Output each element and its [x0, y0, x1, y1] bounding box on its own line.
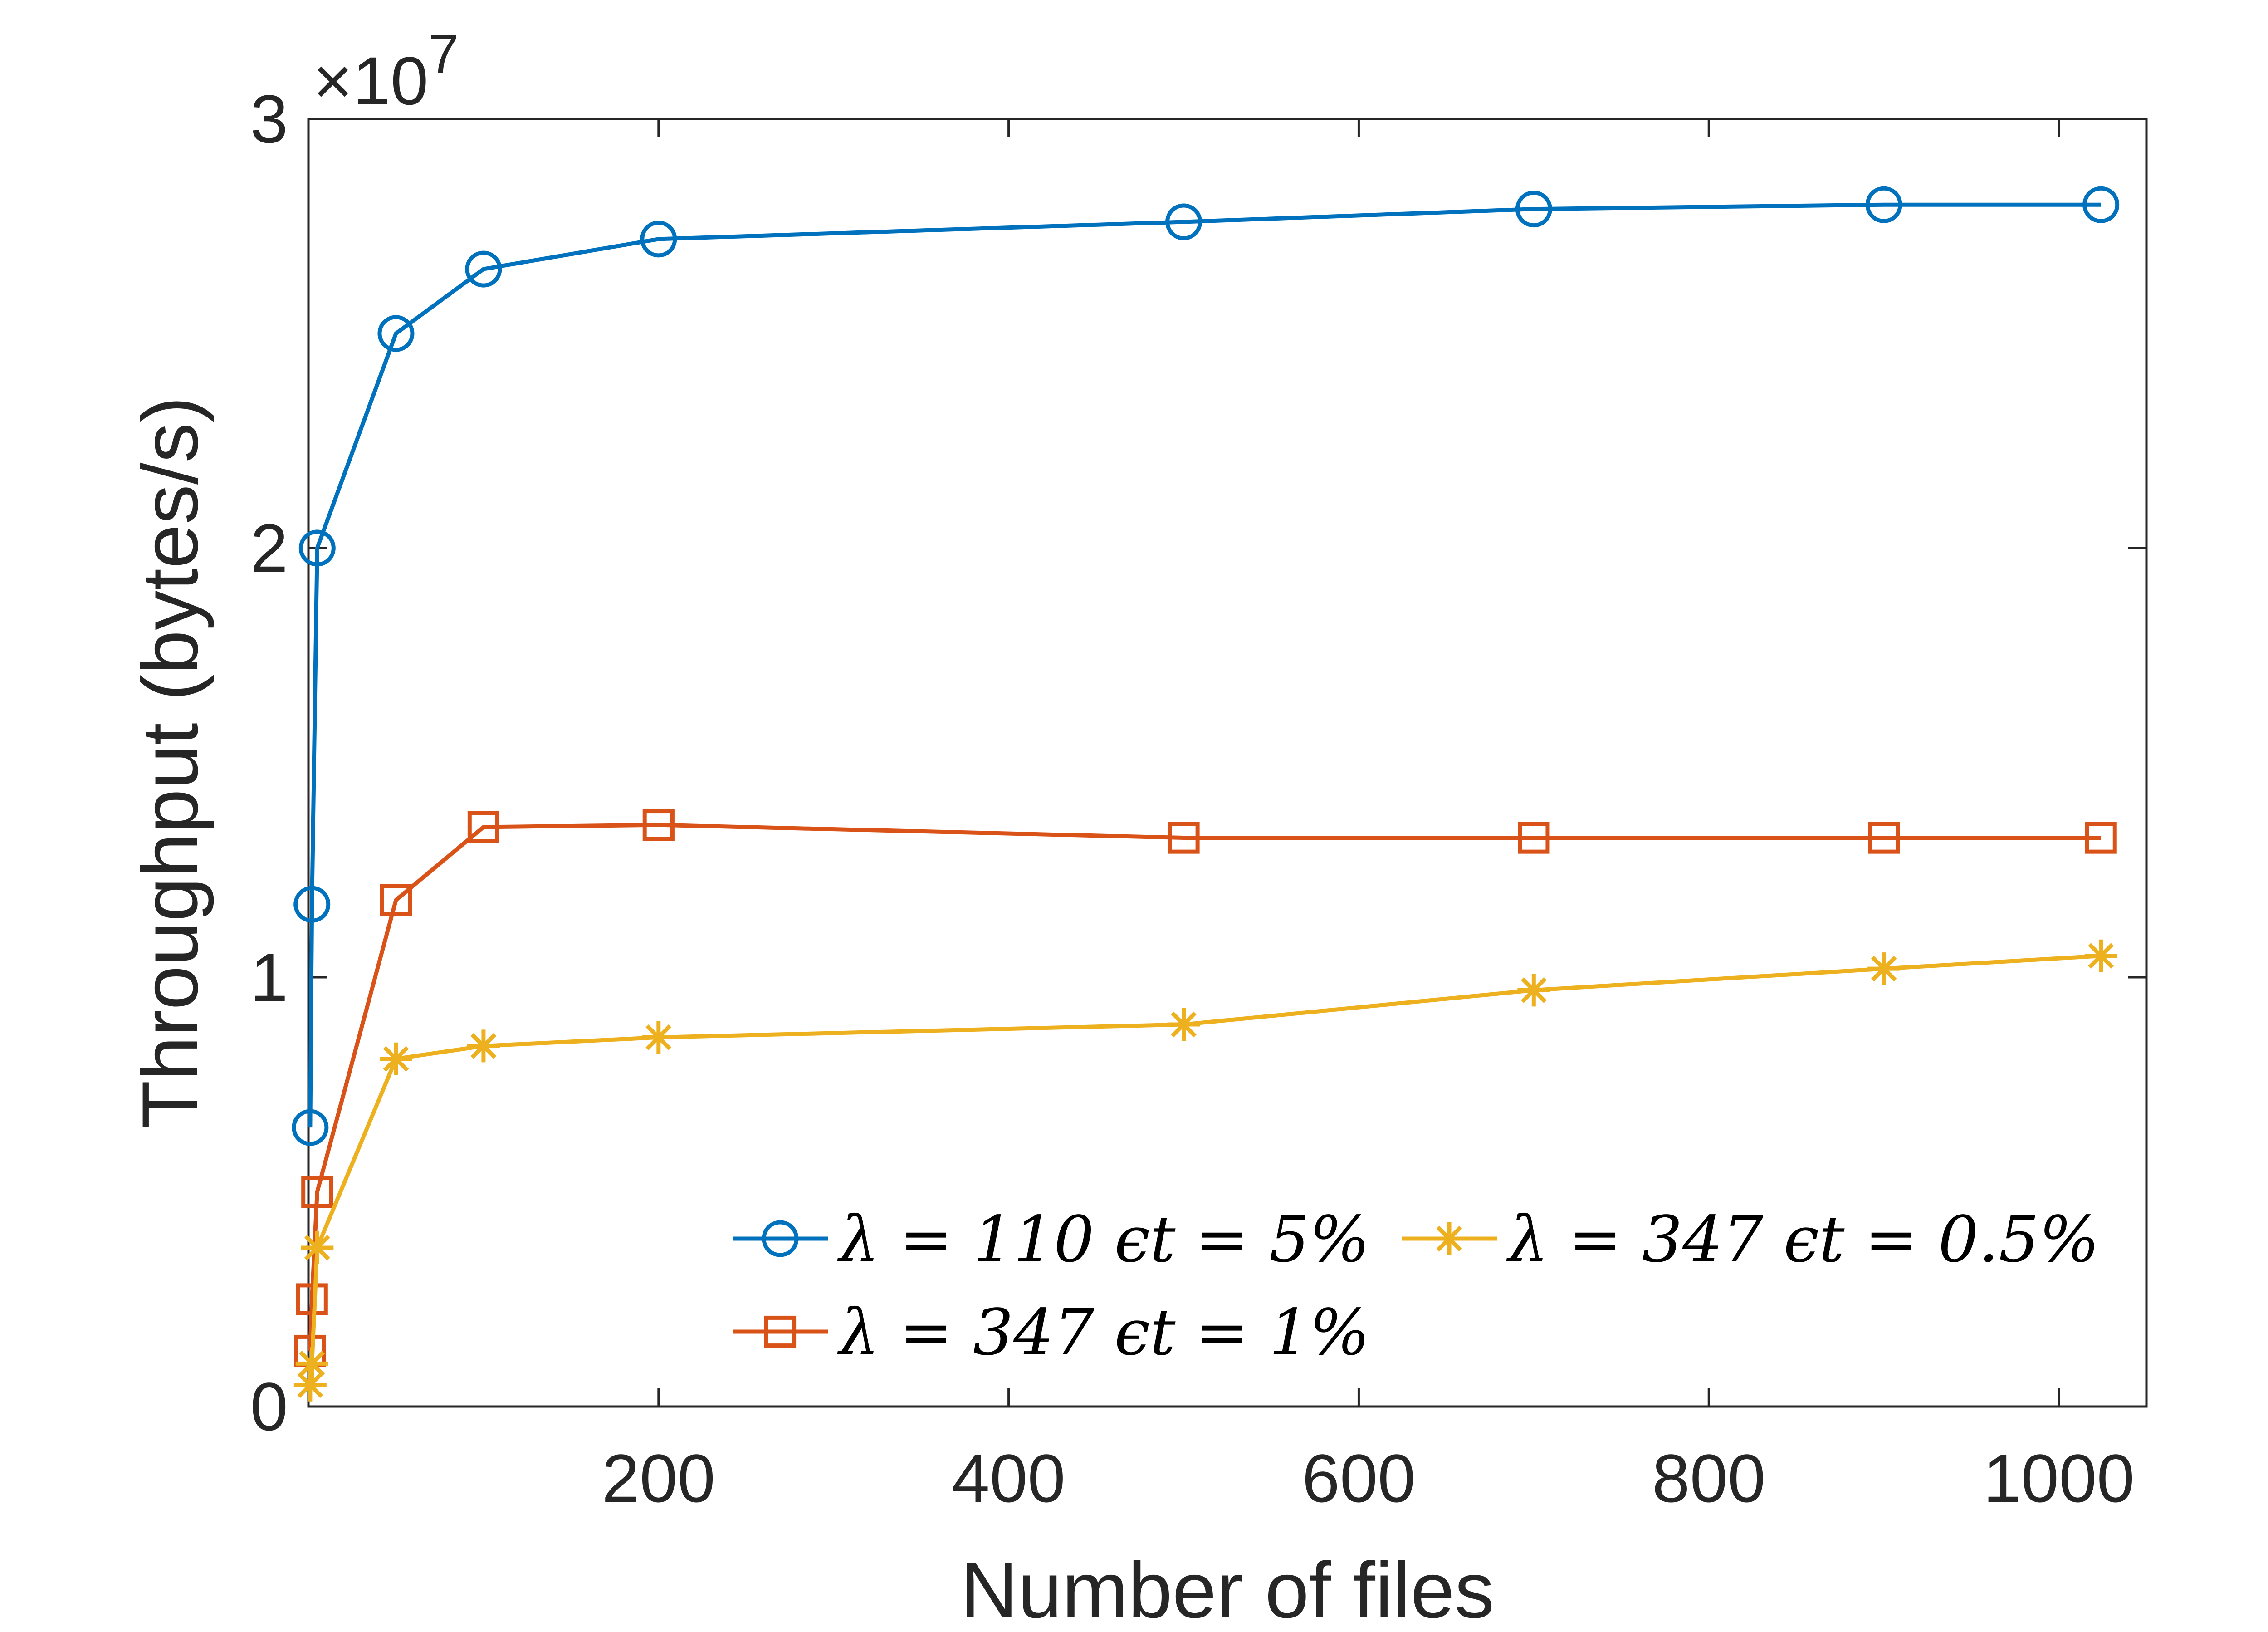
- data-point: [301, 1231, 334, 1264]
- x-tick-label: 600: [1302, 1440, 1415, 1516]
- data-point: [377, 315, 415, 352]
- legend-marker: [1433, 1222, 1466, 1255]
- data-point: [642, 1021, 675, 1054]
- data-point: [1865, 186, 1902, 223]
- data-point: [1168, 822, 1200, 854]
- legend-label: λ = 110 ϵt = 5%: [837, 1203, 1370, 1277]
- legend-label: λ = 347 ϵt = 0.5%: [1506, 1203, 2099, 1277]
- data-point: [296, 1283, 328, 1315]
- data-point: [1167, 1008, 1200, 1041]
- data-point: [292, 1109, 329, 1146]
- legend-label: λ = 347 ϵt = 1%: [837, 1296, 1370, 1370]
- legend-entry: λ = 347 ϵt = 0.5%: [1402, 1203, 2099, 1277]
- data-point: [293, 886, 331, 923]
- data-point: [1518, 822, 1550, 854]
- legend-marker: [764, 1315, 797, 1348]
- data-point: [467, 811, 500, 843]
- legend-entry: λ = 110 ϵt = 5%: [733, 1203, 1370, 1277]
- ticks-layer: 200 400 600 800 1000 0 1 2 3: [250, 81, 2146, 1516]
- legend-box: [708, 1173, 2136, 1386]
- legend: λ = 110 ϵt = 5% λ = 347 ϵt = 0.5% λ = 347 …: [708, 1173, 2136, 1386]
- data-point: [640, 221, 677, 258]
- data-point: [1868, 822, 1900, 854]
- y-tick-label: 1: [250, 939, 288, 1015]
- y-tick-label: 0: [250, 1368, 288, 1445]
- data-point: [1517, 974, 1550, 1007]
- data-point: [465, 250, 502, 288]
- legend-marker: [762, 1220, 799, 1257]
- y-tick-label: 2: [250, 510, 288, 586]
- series-layer: [292, 186, 2120, 1402]
- x-axis-label: Number of files: [961, 1546, 1495, 1632]
- data-point: [642, 809, 675, 841]
- series-1: [292, 186, 2120, 1146]
- series-3: [293, 939, 2117, 1402]
- y-exponent-power: 7: [428, 24, 459, 84]
- data-point: [467, 1029, 500, 1063]
- data-point: [298, 529, 336, 567]
- x-tick-label: 800: [1652, 1440, 1765, 1516]
- data-point: [1867, 952, 1901, 985]
- x-tick-label: 400: [952, 1440, 1065, 1516]
- data-point: [1515, 191, 1552, 228]
- x-tick-label: 1000: [1983, 1440, 2135, 1516]
- series-line: [308, 954, 2101, 1386]
- legend-entry: λ = 347 ϵt = 1%: [733, 1296, 1370, 1370]
- x-tick-label: 200: [602, 1440, 715, 1516]
- y-axis-label: Throughput (bytes/s): [126, 397, 215, 1129]
- data-point: [1165, 203, 1202, 240]
- y-exponent-label: ×107: [313, 24, 459, 119]
- data-point: [379, 1042, 412, 1075]
- data-point: [380, 884, 412, 916]
- data-point: [2082, 186, 2120, 223]
- data-point: [295, 1347, 328, 1380]
- series-line: [308, 202, 2101, 1128]
- data-point: [2084, 939, 2117, 972]
- y-tick-label: 3: [250, 81, 288, 157]
- data-point: [2085, 822, 2117, 854]
- data-point: [301, 1176, 333, 1208]
